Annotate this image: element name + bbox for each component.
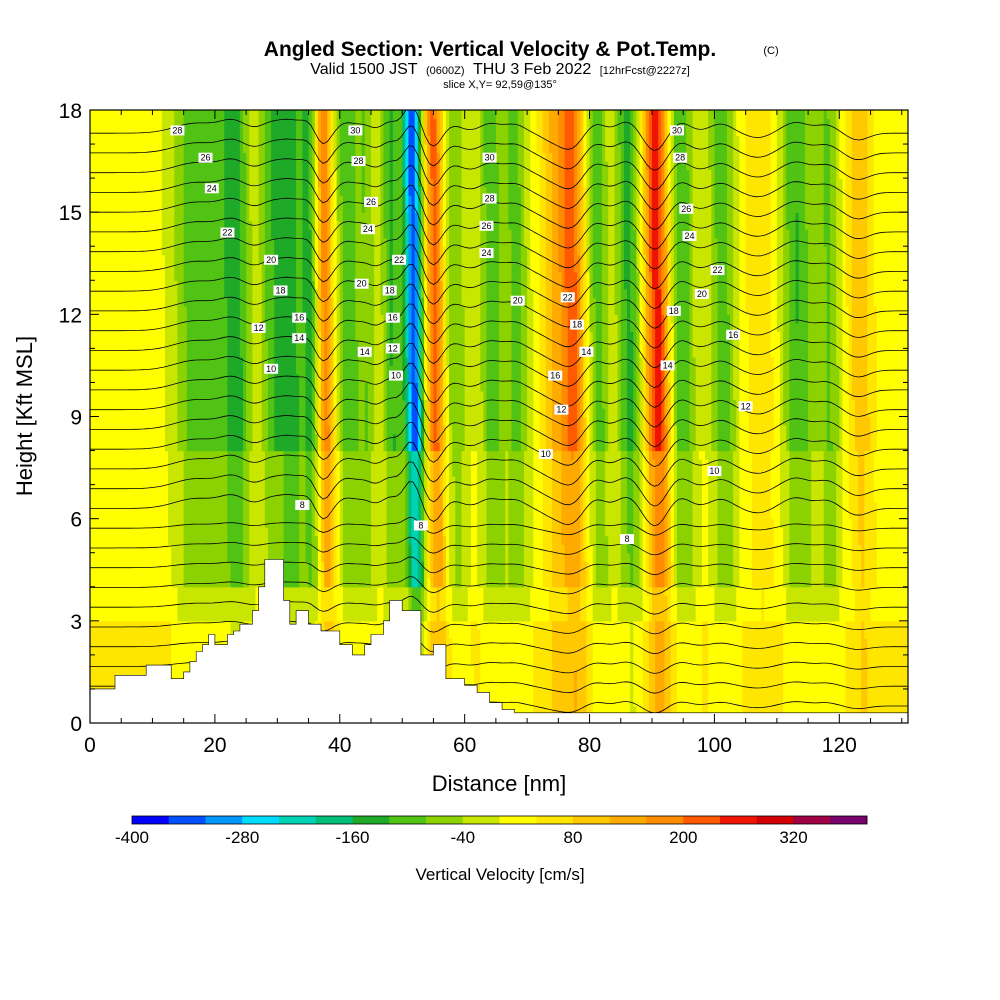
- valid-date: THU 3 Feb 2022: [473, 61, 591, 78]
- valid-forecast: [12hrFcst@2227z]: [600, 65, 690, 77]
- valid-prefix: Valid 1500 JST: [310, 61, 418, 78]
- chart-title-unit: (C): [763, 45, 778, 57]
- chart: Angled Section: Vertical Velocity & Pot.…: [0, 0, 1000, 1000]
- vertical-velocity-field: [90, 110, 909, 724]
- plot-area: [90, 106, 909, 723]
- slice-info: slice X,Y= 92,59@135°: [443, 79, 557, 91]
- valid-time-line: Valid 1500 JST (0600Z) THU 3 Feb 2022 [1…: [310, 61, 690, 78]
- valid-zulu: (0600Z): [426, 65, 465, 77]
- chart-title: Angled Section: Vertical Velocity & Pot.…: [264, 38, 716, 61]
